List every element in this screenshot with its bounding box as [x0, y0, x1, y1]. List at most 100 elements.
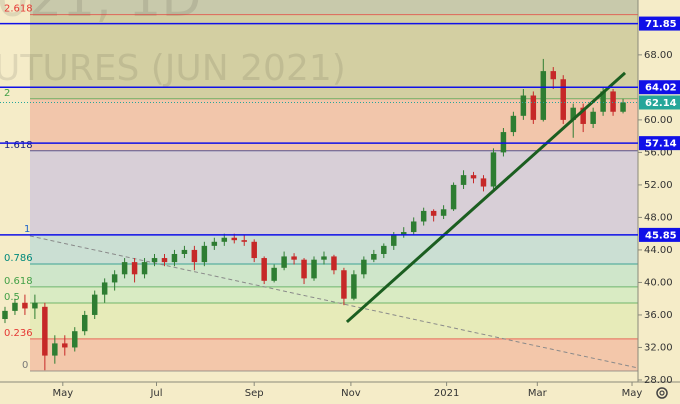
candle-body	[540, 71, 547, 120]
candle-body	[241, 240, 247, 242]
candle-body	[311, 259, 317, 279]
candle-body	[610, 91, 616, 112]
candle-body	[440, 209, 447, 216]
last-price-label: 62.14	[645, 98, 677, 109]
candle-body	[391, 235, 397, 246]
gear-hub[interactable]	[659, 390, 665, 396]
candle-body	[341, 270, 347, 299]
candle-body	[201, 245, 208, 263]
candle-body	[231, 237, 238, 241]
x-tick-label: Sep	[245, 388, 264, 399]
candle-body	[620, 102, 626, 112]
y-tick-label: 44.00	[644, 245, 673, 256]
candle-body	[271, 267, 277, 281]
fib-zone	[30, 338, 638, 372]
price-label-box	[639, 136, 680, 151]
candle-body	[460, 175, 467, 185]
x-tick-label: Mar	[528, 388, 548, 399]
candle-body	[381, 245, 387, 254]
candle-body	[121, 262, 128, 275]
candle-body	[52, 343, 58, 356]
candle-body	[191, 249, 198, 263]
y-tick-label: 32.00	[644, 342, 673, 353]
candle-body	[2, 310, 8, 320]
candle-body	[32, 302, 38, 309]
y-tick-label: 48.00	[644, 212, 673, 223]
settings-icon[interactable]	[656, 387, 668, 399]
candle-body	[331, 256, 337, 271]
fib-zones	[30, 0, 638, 372]
candle-body	[151, 258, 158, 263]
fib-label: 0.786	[4, 253, 33, 264]
candle-body	[181, 249, 188, 254]
candle-body	[12, 302, 18, 311]
candle-body	[400, 232, 407, 236]
fib-zone	[30, 150, 638, 235]
candle-body	[520, 95, 527, 116]
last-price-box	[639, 95, 680, 110]
x-tick-label: 2021	[434, 388, 459, 399]
candle-body	[500, 132, 507, 153]
fib-zone	[30, 98, 638, 151]
price-label-box	[639, 16, 680, 31]
fib-label: 0.236	[4, 328, 33, 339]
candle-body	[600, 91, 606, 112]
candle-body	[301, 259, 307, 279]
trend-line	[345, 71, 627, 324]
price-label: 64.02	[645, 83, 677, 94]
candle-body	[480, 178, 487, 187]
y-tick-label: 68.00	[644, 50, 673, 61]
candle-body	[111, 274, 118, 283]
candle-body	[72, 331, 78, 348]
y-tick-label: 36.00	[644, 310, 673, 321]
candle-body	[410, 221, 417, 233]
fib-label: 2	[4, 88, 10, 99]
x-tick-label: Nov	[341, 388, 361, 399]
candle-body	[101, 282, 108, 295]
price-label-box	[639, 80, 680, 95]
candle-body	[321, 256, 327, 260]
candle-body	[371, 253, 377, 260]
candle-body	[171, 253, 178, 263]
fib-label: 0.5	[4, 292, 20, 303]
candle-body	[261, 258, 267, 281]
candle-body	[22, 302, 28, 309]
candle-body	[450, 184, 457, 210]
candle-body	[62, 343, 68, 348]
fib-label: 1.618	[4, 140, 33, 151]
price-label: 45.85	[645, 230, 677, 241]
y-tick-label: 40.00	[644, 277, 673, 288]
candle-body	[580, 107, 586, 124]
candle-body	[291, 256, 297, 260]
y-tick-label: 52.00	[644, 180, 673, 191]
candle-body	[42, 306, 48, 356]
price-label-box	[639, 227, 680, 242]
candle-body	[361, 259, 367, 275]
x-tick-label: May	[622, 388, 643, 399]
fib-zone	[30, 286, 638, 303]
fib-zone	[30, 14, 638, 99]
candle-body	[570, 107, 576, 120]
candle-body	[430, 210, 437, 216]
fib-zone	[30, 0, 638, 15]
fib-zone	[30, 302, 638, 339]
x-tick-label: May	[52, 388, 73, 399]
candle-body	[211, 241, 218, 246]
fib-label: 2.618	[4, 4, 33, 15]
candle-body	[560, 79, 566, 120]
candle-body	[550, 71, 557, 80]
candle-body	[470, 175, 477, 179]
candle-body	[141, 262, 148, 275]
candle-body	[161, 258, 168, 263]
candle-body	[281, 256, 287, 268]
candle-body	[81, 314, 88, 332]
gear-ring[interactable]	[656, 387, 668, 399]
watermark: UTURES (JUN 2021)	[0, 48, 346, 89]
candle-body	[351, 274, 357, 299]
candle-body	[221, 237, 228, 242]
y-tick-label: 28.00	[644, 375, 673, 386]
price-label: 57.14	[645, 139, 677, 150]
dashed-line	[29, 235, 639, 369]
candle-body	[251, 241, 257, 259]
